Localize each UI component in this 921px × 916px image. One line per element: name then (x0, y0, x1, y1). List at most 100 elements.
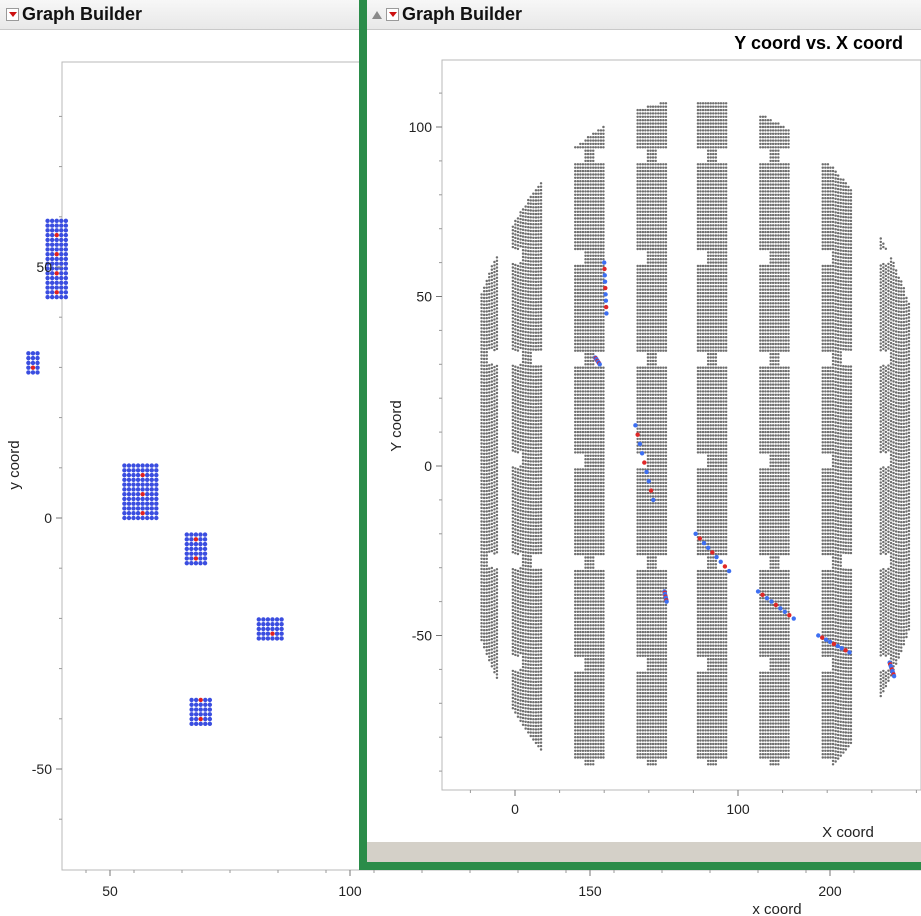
front-panel-header[interactable]: Graph Builder (367, 0, 921, 30)
front-panel-title: Graph Builder (402, 4, 523, 24)
highlighted-die-group (887, 660, 897, 679)
front-y-tick-label: 0 (424, 458, 432, 474)
data-point (122, 482, 127, 487)
data-point (126, 506, 132, 511)
data-point (270, 617, 275, 622)
data-point (54, 261, 59, 266)
highlighted-point (697, 536, 703, 541)
data-point (131, 477, 136, 483)
data-point (149, 463, 154, 468)
highlighted-point (597, 362, 602, 367)
data-point (193, 702, 199, 707)
data-point (189, 697, 194, 703)
data-point (45, 223, 50, 228)
data-point (149, 487, 154, 492)
data-point (122, 496, 127, 502)
data-point (198, 560, 203, 566)
data-point (189, 551, 194, 556)
data-point (135, 487, 141, 492)
data-point (126, 468, 132, 473)
data-point (198, 712, 203, 717)
highlighted-point (827, 639, 833, 645)
data-point (49, 261, 55, 266)
data-point (45, 261, 50, 266)
data-point (49, 285, 55, 290)
data-point (35, 355, 40, 361)
highlighted-point (843, 648, 848, 653)
data-point (154, 463, 159, 468)
data-point (54, 271, 59, 276)
point-cluster (184, 532, 208, 566)
data-point (35, 351, 40, 356)
highlighted-point (602, 266, 607, 272)
data-point (54, 218, 59, 224)
data-point (63, 218, 69, 224)
data-point (63, 275, 69, 281)
back-panel-header[interactable]: Graph Builder (0, 0, 360, 30)
data-point (207, 712, 213, 717)
red-triangle-menu-icon[interactable] (386, 8, 399, 21)
data-point (131, 487, 136, 492)
data-point (131, 506, 136, 511)
x-tick-label: 200 (818, 883, 842, 899)
data-point (154, 477, 159, 483)
data-point (202, 546, 208, 552)
data-point (45, 256, 50, 262)
red-triangle-menu-icon[interactable] (6, 8, 19, 21)
data-point (26, 355, 31, 361)
data-point (145, 482, 150, 487)
data-point (149, 511, 154, 516)
data-point (122, 501, 127, 506)
data-point (45, 232, 50, 238)
data-point (54, 280, 59, 286)
highlighted-point (835, 643, 840, 649)
highlighted-point (651, 497, 656, 503)
data-point (145, 506, 150, 511)
data-point (59, 290, 64, 295)
front-x-tick-label: 0 (511, 801, 519, 817)
data-point (126, 463, 132, 468)
data-point (45, 271, 50, 276)
data-point (203, 697, 208, 703)
data-point (54, 247, 59, 252)
data-point (131, 515, 136, 521)
data-point (122, 515, 127, 521)
highlighted-point (726, 568, 732, 574)
data-point (63, 285, 69, 290)
data-point (26, 370, 31, 375)
data-point (126, 496, 132, 502)
data-point (154, 501, 159, 506)
data-point (145, 496, 150, 502)
data-point (59, 261, 64, 266)
data-point (122, 463, 127, 468)
data-point (193, 541, 199, 547)
data-point (49, 266, 55, 271)
data-point (126, 491, 132, 497)
data-point (184, 537, 189, 542)
wafer-die-points (480, 102, 911, 766)
data-point (49, 228, 55, 233)
data-point (265, 621, 271, 627)
data-point (126, 477, 132, 483)
highlighted-point (603, 304, 609, 310)
data-point (63, 232, 69, 238)
data-point (202, 551, 208, 556)
collapse-triangle-icon[interactable] (372, 10, 382, 19)
data-point (140, 487, 145, 492)
data-point (184, 556, 189, 561)
data-point (198, 551, 203, 556)
data-point (193, 546, 199, 552)
data-point (261, 617, 266, 622)
highlighted-die-group (633, 423, 656, 503)
highlighted-point (778, 606, 783, 611)
data-point (45, 237, 50, 243)
data-point (149, 482, 154, 487)
data-point (202, 532, 208, 537)
data-point (45, 275, 50, 281)
data-point (131, 472, 136, 478)
data-point (59, 232, 64, 238)
data-point (140, 477, 145, 483)
highlighted-die-group (602, 260, 609, 316)
data-point (122, 487, 127, 492)
data-point (45, 266, 50, 271)
